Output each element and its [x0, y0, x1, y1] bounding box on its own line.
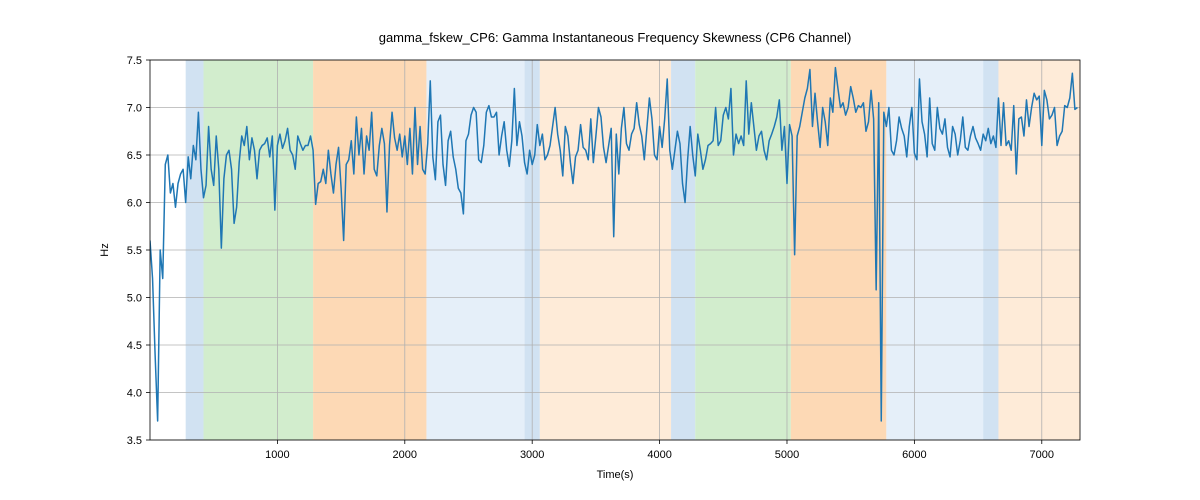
x-tick-label: 5000 [775, 449, 799, 461]
y-tick-label: 3.5 [127, 435, 142, 447]
x-tick-label: 2000 [393, 449, 417, 461]
y-tick-label: 5.5 [127, 245, 142, 257]
y-axis-label: Hz [99, 243, 111, 256]
y-tick-label: 6.0 [127, 198, 142, 210]
x-tick-label: 3000 [520, 449, 544, 461]
y-tick-label: 7.5 [127, 55, 142, 67]
x-tick-label: 4000 [647, 449, 671, 461]
y-tick-label: 4.5 [127, 340, 142, 352]
chart-title: gamma_fskew_CP6: Gamma Instantaneous Fre… [379, 30, 852, 45]
y-tick-label: 4.0 [127, 388, 142, 400]
x-tick-label: 7000 [1030, 449, 1054, 461]
y-tick-label: 5.0 [127, 293, 142, 305]
x-axis-label: Time(s) [597, 469, 634, 481]
x-tick-label: 1000 [265, 449, 289, 461]
y-tick-label: 6.5 [127, 150, 142, 162]
chart-container: 1000 2000 3000 4000 5000 6000 7000 3.5 4.0 4.5 5.0… [0, 0, 1200, 500]
y-tick-label: 7.0 [127, 103, 142, 115]
x-tick-label: 6000 [902, 449, 926, 461]
line-chart: 1000 2000 3000 4000 5000 6000 7000 3.5 4.0 4.5 5.0… [0, 0, 1200, 500]
